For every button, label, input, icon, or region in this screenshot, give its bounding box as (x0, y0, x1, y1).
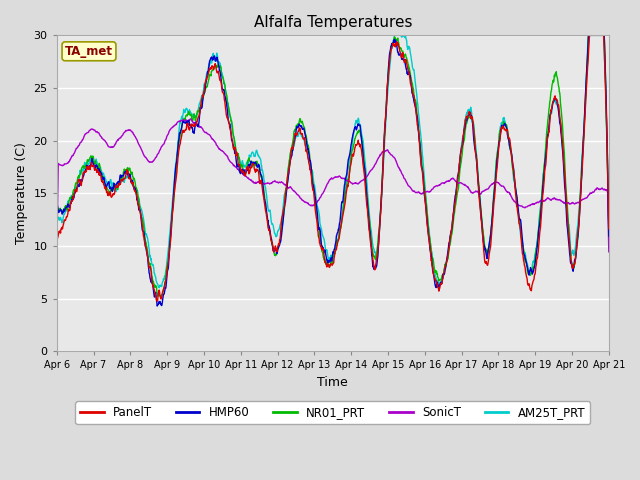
Text: TA_met: TA_met (65, 45, 113, 58)
Legend: PanelT, HMP60, NR01_PRT, SonicT, AM25T_PRT: PanelT, HMP60, NR01_PRT, SonicT, AM25T_P… (76, 401, 590, 424)
Title: Alfalfa Temperatures: Alfalfa Temperatures (253, 15, 412, 30)
X-axis label: Time: Time (317, 376, 348, 389)
Y-axis label: Temperature (C): Temperature (C) (15, 143, 28, 244)
